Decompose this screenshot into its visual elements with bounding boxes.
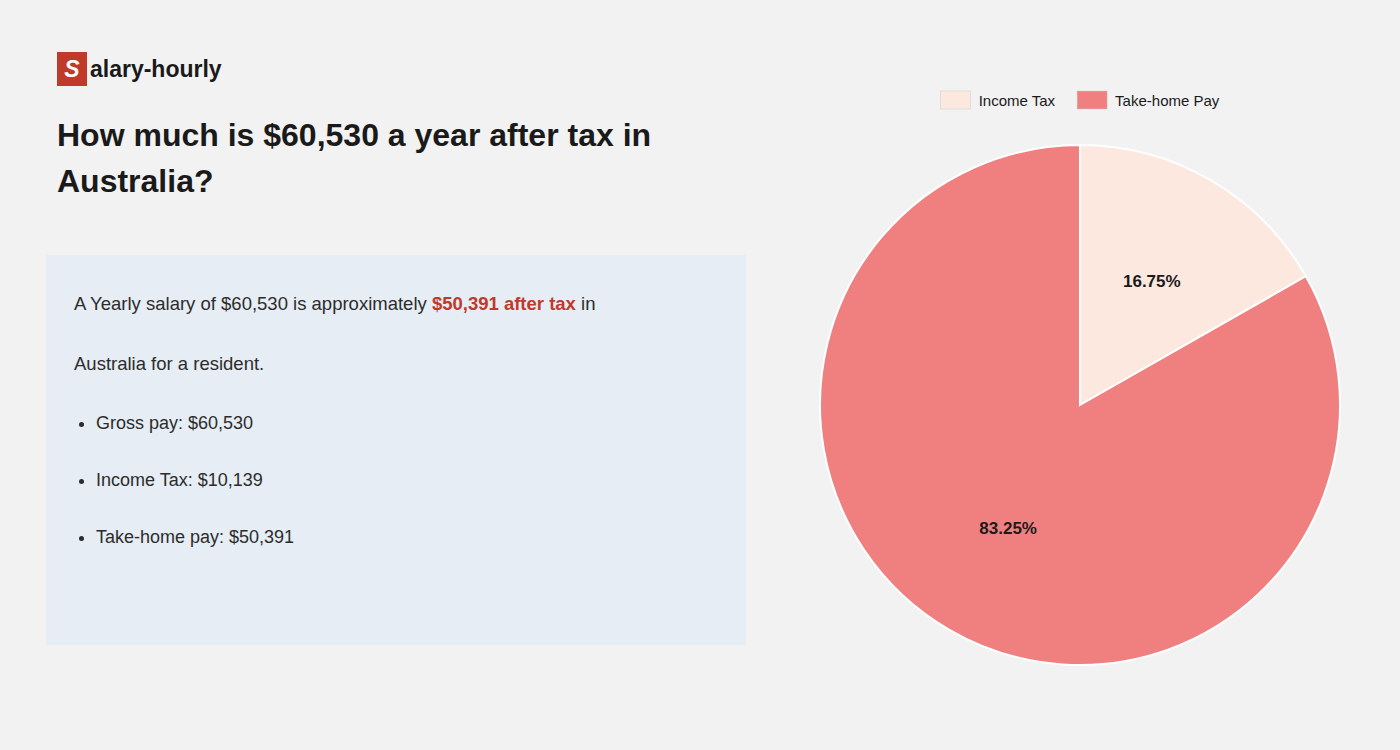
pie-slice [820,145,1340,665]
data-label: 83.25% [979,519,1037,538]
info-line: Australia for a resident. [74,353,718,375]
legend: Income Tax Take-home Pay [941,91,1220,109]
logo-text: alary-hourly [90,56,222,83]
bullet-item: Take-home pay: $50,391 [96,527,718,548]
info-text: A Yearly salary of $60,530 is approximat… [74,293,432,314]
info-box: A Yearly salary of $60,530 is approximat… [46,255,746,645]
logo: Salary-hourly [57,52,222,86]
legend-label: Income Tax [979,92,1056,109]
bullet-item: Gross pay: $60,530 [96,413,718,434]
data-label: 16.75% [1123,272,1181,291]
info-highlight: $50,391 after tax [432,293,576,314]
title: How much is $60,530 a year after tax in … [57,112,757,205]
pie-chart: 16.75% 83.25% Income Tax Take-home Pay [780,0,1400,750]
text-panel: Salary-hourly How much is $60,530 a year … [0,0,780,750]
legend-swatch [1077,91,1107,109]
legend-swatch [941,91,971,109]
data-labels: 16.75% 83.25% [979,272,1180,538]
slices [820,145,1340,665]
legend-item: Take-home Pay [1077,91,1220,109]
info-text: in [576,293,596,314]
info-line: A Yearly salary of $60,530 is approximat… [74,293,718,315]
bullet-list: Gross pay: $60,530 Income Tax: $10,139 Tak… [74,413,718,548]
legend-label: Take-home Pay [1115,92,1220,109]
legend-item: Income Tax [941,91,1056,109]
logo-mark: S [57,52,87,86]
bullet-item: Income Tax: $10,139 [96,470,718,491]
